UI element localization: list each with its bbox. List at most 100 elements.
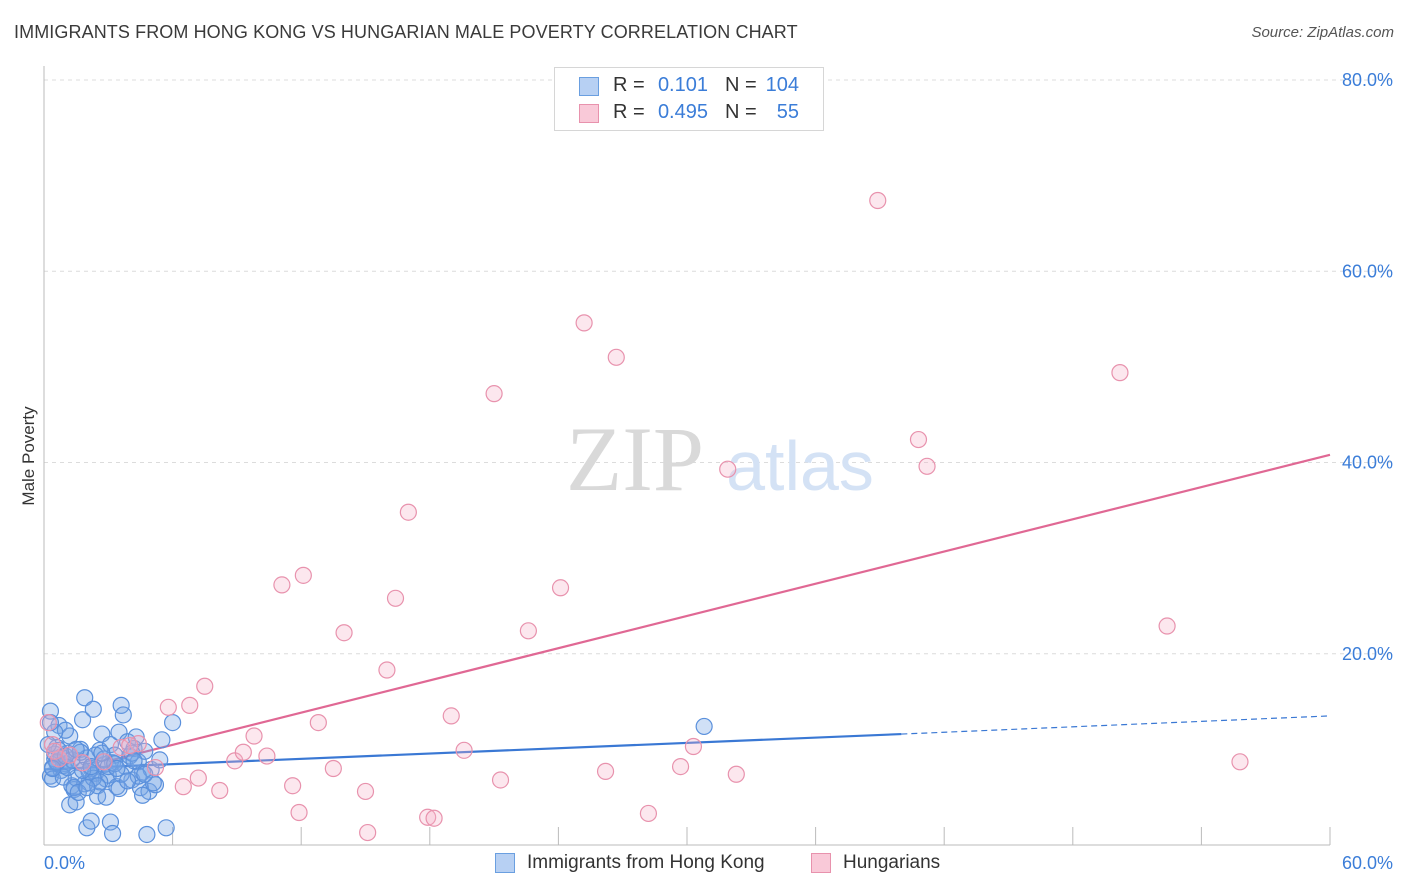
tick-labels: 20.0% 40.0% 60.0% 80.0% 0.0% 60.0% (44, 70, 1393, 873)
hungarian-point (419, 808, 437, 826)
hungarian-point (909, 430, 928, 449)
hong-kong-point (695, 717, 713, 736)
legend-n-label: N = (725, 74, 757, 96)
trend-line-hong-kong (43, 732, 902, 771)
hungarian-point (639, 804, 658, 823)
hungarian-point (607, 348, 625, 366)
legend-row-hong-kong: R = 0.101 N = 104 (555, 74, 823, 100)
hong-kong-point (118, 772, 137, 790)
legend-swatch-hungarians (579, 104, 599, 123)
y-tick-label: 40.0% (1342, 453, 1393, 473)
hungarian-point (181, 696, 199, 714)
legend-n-value: 55 (776, 101, 799, 123)
hong-kong-point (39, 735, 57, 754)
hungarian-point (121, 736, 139, 755)
hungarian-point (596, 762, 615, 780)
hungarian-point (245, 727, 263, 745)
legend-r-value: 0.495 (657, 101, 708, 123)
hong-kong-point (164, 713, 182, 732)
hungarian-point (684, 737, 703, 756)
series-hungarians-points (39, 191, 1249, 842)
legend-swatch-hong-kong (495, 853, 515, 873)
y-axis-label: Male Poverty (19, 406, 38, 506)
hungarian-point (159, 698, 177, 716)
trend-line-hong-kong-extension (901, 715, 1331, 735)
hungarian-point (399, 503, 417, 521)
hong-kong-point (84, 700, 102, 718)
hungarian-point (73, 754, 92, 772)
hungarian-point (324, 759, 342, 778)
hungarian-point (95, 753, 113, 771)
hungarian-point (491, 771, 510, 789)
hong-kong-point (114, 706, 132, 724)
hong-kong-point (88, 777, 107, 795)
hungarian-point (211, 781, 229, 800)
hong-kong-point (103, 824, 122, 843)
hungarian-point (309, 713, 327, 732)
hungarian-point (356, 782, 375, 801)
hong-kong-point (138, 825, 156, 844)
hong-kong-point (125, 752, 143, 770)
legend-swatch-hong-kong (579, 77, 599, 96)
hungarian-point (727, 765, 745, 783)
hungarian-point (671, 757, 690, 776)
hungarian-point (442, 707, 460, 725)
hong-kong-point (76, 689, 94, 707)
hungarian-point (386, 589, 405, 607)
hungarian-point (43, 735, 62, 754)
hungarian-point (455, 741, 473, 759)
series-legend: Immigrants from Hong Kong Hungarians (0, 852, 1406, 878)
hungarian-point (234, 743, 252, 761)
trend-lines (43, 453, 1331, 771)
hong-kong-point (127, 728, 145, 746)
chart-title: IMMIGRANTS FROM HONG KONG VS HUNGARIAN M… (14, 22, 798, 42)
y-tick-label: 20.0% (1342, 644, 1393, 664)
x-tick-label: 60.0% (1342, 853, 1393, 873)
legend-n-value: 104 (765, 74, 799, 96)
hungarian-point (425, 809, 443, 827)
hong-kong-point (82, 812, 100, 830)
hungarian-point (174, 778, 192, 796)
y-tick-label: 80.0% (1342, 70, 1393, 90)
watermark-zip: ZIP (566, 408, 704, 510)
hungarian-point (918, 457, 936, 475)
hungarian-point (485, 385, 503, 403)
hungarian-point (719, 460, 737, 478)
hungarian-point (1158, 617, 1176, 635)
hungarian-point (335, 624, 353, 642)
hungarian-point (46, 742, 64, 760)
hong-kong-point (69, 783, 87, 802)
hungarian-point (359, 823, 377, 842)
hungarian-point (519, 622, 537, 640)
hungarian-point (284, 777, 302, 795)
hungarian-point (196, 677, 214, 695)
watermark: ZIP atlas (566, 408, 874, 510)
watermark-atlas: atlas (726, 427, 874, 505)
hong-kong-point (43, 759, 62, 778)
hungarian-point (290, 803, 308, 822)
hong-kong-point (136, 765, 154, 783)
hong-kong-point (153, 731, 171, 749)
hungarian-point (273, 576, 291, 594)
hong-kong-point (78, 779, 96, 797)
source-note: Source: ZipAtlas.com (1251, 24, 1394, 41)
hungarian-point (39, 713, 57, 732)
legend-label-hong-kong: Immigrants from Hong Kong (527, 852, 765, 873)
hungarian-point (575, 314, 593, 332)
legend-r-label: R = (613, 74, 645, 96)
hungarian-point (1231, 753, 1249, 771)
hungarian-point (258, 747, 276, 765)
hong-kong-point (97, 788, 115, 806)
hungarian-point (1111, 364, 1129, 382)
hong-kong-point (82, 757, 100, 776)
legend-label-hungarians: Hungarians (843, 852, 941, 873)
hungarian-point (189, 769, 207, 787)
legend-row-hungarians: R = 0.495 N = 55 (555, 101, 823, 127)
hungarian-point (378, 661, 396, 679)
hong-kong-point (73, 711, 92, 729)
hong-kong-point (157, 819, 175, 837)
grid-lines (44, 79, 1392, 655)
stats-legend: R = 0.101 N = 104 R = 0.495 N = 55 (554, 67, 824, 131)
legend-swatch-hungarians (811, 853, 831, 873)
